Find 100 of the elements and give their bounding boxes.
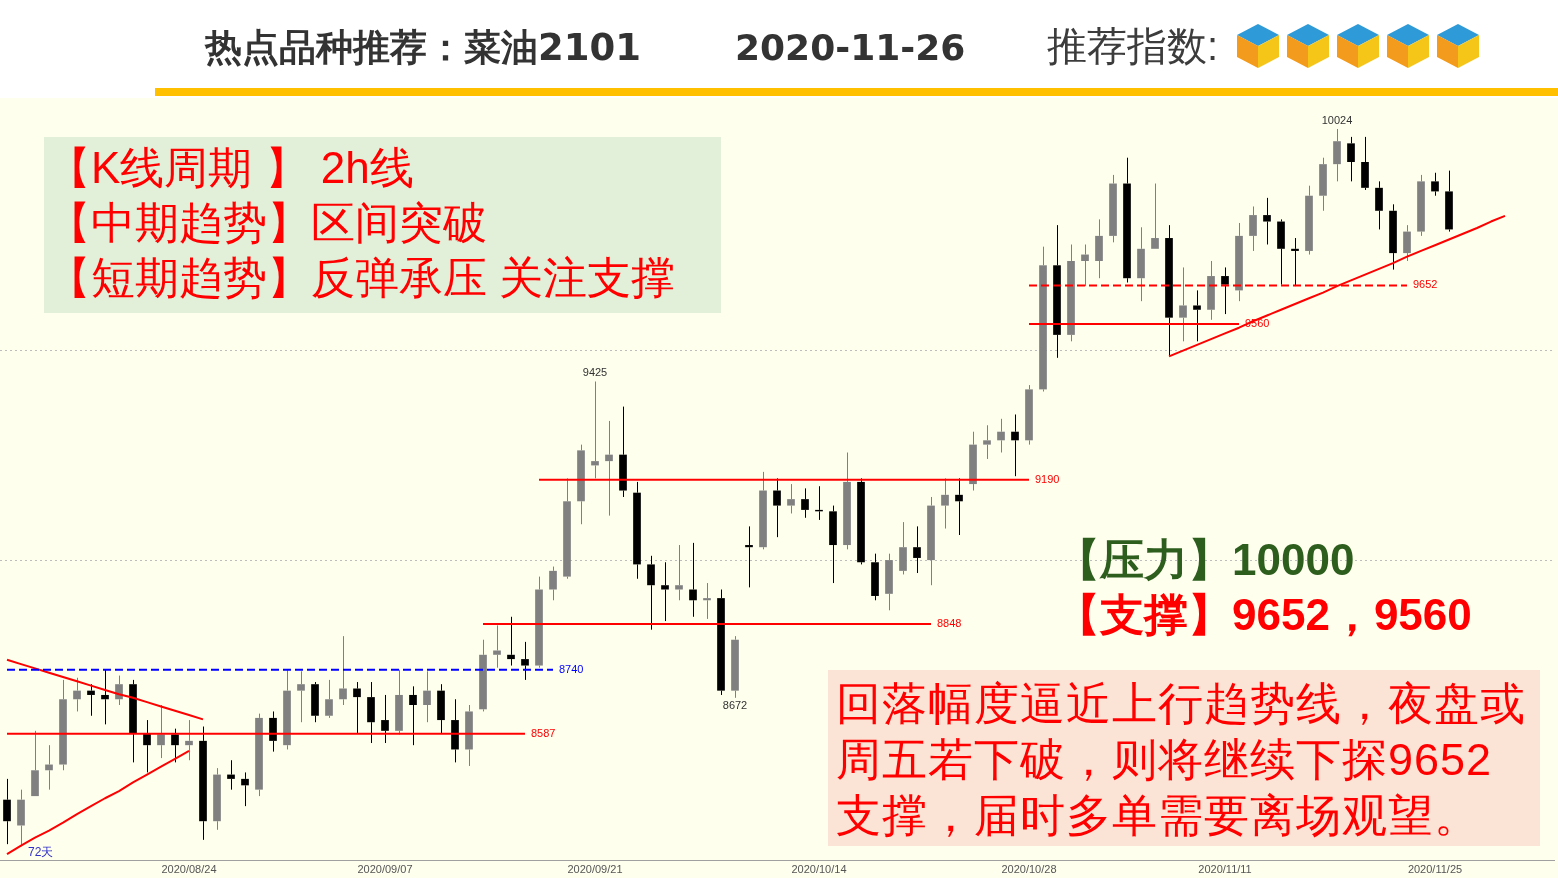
candlestick (3, 778, 11, 845)
x-tick-label: 2020/09/21 (567, 862, 623, 875)
candlestick (983, 424, 991, 460)
candlestick (1235, 222, 1243, 302)
candlestick (1347, 136, 1355, 182)
x-tick-label: 2020/11/11 (1198, 862, 1252, 875)
candlestick (1445, 170, 1453, 233)
candlestick (269, 710, 277, 753)
candlestick (241, 771, 249, 807)
candlestick (59, 679, 67, 771)
candlestick (787, 483, 795, 514)
candlestick (1109, 174, 1117, 243)
series-label: 8740 (559, 662, 584, 675)
series-label: 9652 (1413, 278, 1438, 291)
candlestick (1025, 384, 1033, 446)
candlestick (1277, 218, 1285, 286)
candlestick (479, 639, 487, 712)
x-tick-label: 2020/10/14 (791, 862, 847, 875)
x-tick-label: 2020/10/28 (1001, 862, 1057, 875)
candlestick (745, 525, 753, 588)
candlestick (1137, 226, 1145, 302)
candlestick (535, 576, 543, 669)
candlestick (549, 566, 557, 601)
candlestick (339, 635, 347, 706)
chart-title: 热点品种推荐：菜油2101 (205, 26, 641, 71)
candlestick (773, 477, 781, 538)
candlestick (1053, 224, 1061, 359)
candlestick (353, 681, 361, 734)
annotation: 【K线周期 】 2h线 (47, 142, 414, 194)
annotation: 【短期趋势】反弹承压 关注支撑 (47, 252, 676, 304)
candlestick (689, 542, 697, 618)
candlestick (1417, 174, 1425, 237)
candlestick (717, 589, 725, 696)
candlestick (1375, 180, 1383, 230)
candlestick (703, 582, 711, 620)
candlestick (1039, 246, 1047, 393)
candlestick (87, 683, 95, 717)
annotation: 10024 (1321, 113, 1353, 126)
candlestick (1179, 266, 1187, 342)
candlestick (1011, 413, 1019, 477)
candlestick (1389, 203, 1397, 271)
candlestick (1263, 197, 1271, 245)
candlestick (451, 698, 459, 763)
candlestick (1305, 185, 1313, 256)
candlestick (521, 641, 529, 681)
candlestick (633, 481, 641, 580)
candlestick (1193, 289, 1201, 342)
annotation: 8672 (722, 699, 748, 712)
candlestick (465, 704, 473, 767)
candlestick (367, 681, 375, 744)
candlestick (45, 744, 53, 791)
candlestick (731, 635, 739, 699)
candlestick (1333, 128, 1341, 182)
candlestick (801, 487, 809, 519)
candlestick (199, 726, 207, 841)
candlestick (829, 505, 837, 584)
candlestick (1081, 243, 1089, 287)
annotation: 【压力】10000 (1056, 534, 1355, 586)
candlestick (185, 719, 193, 761)
candlestick (101, 669, 109, 725)
candlestick (759, 471, 767, 550)
candlestick (171, 728, 179, 763)
candlestick (409, 685, 417, 746)
candlestick (129, 679, 137, 763)
x-tick-label: 2020/09/07 (357, 862, 413, 875)
candlestick (941, 477, 949, 530)
candlestick (885, 553, 893, 611)
annotation: 【支撑】9652，9560 (1056, 589, 1472, 641)
candlestick (969, 431, 977, 492)
candlestick (955, 477, 963, 536)
candlestick (1151, 183, 1159, 249)
x-tick-label: 2020/11/25 (1407, 862, 1463, 875)
candlestick (1067, 243, 1075, 342)
chart-subtitle: 2020-11-26 (735, 26, 966, 70)
candlestick (1431, 172, 1439, 197)
x-tick-label: 2020/08/24 (161, 862, 217, 875)
candlestick (213, 767, 221, 831)
candlestick (1207, 260, 1215, 321)
candlestick (423, 670, 431, 723)
candlestick (395, 669, 403, 735)
series-label: 8587 (531, 726, 556, 739)
candlestick (591, 381, 599, 479)
candlestick (1291, 237, 1299, 287)
candlestick (297, 670, 305, 723)
candlestick (255, 713, 263, 797)
candlestick (507, 616, 515, 667)
candlestick (1165, 224, 1173, 357)
candlestick (283, 669, 291, 750)
candlestick (1319, 157, 1327, 212)
candlestick (17, 789, 25, 847)
candlestick (927, 496, 935, 586)
text: 推荐指数: (1047, 23, 1219, 70)
candlestick (563, 477, 571, 580)
candlestick (899, 521, 907, 575)
candlestick (437, 683, 445, 734)
candlestick (675, 544, 683, 601)
series-label: 9190 (1035, 472, 1060, 485)
candlestick (871, 553, 879, 601)
candlestick (73, 677, 81, 712)
candlestick (157, 704, 165, 759)
